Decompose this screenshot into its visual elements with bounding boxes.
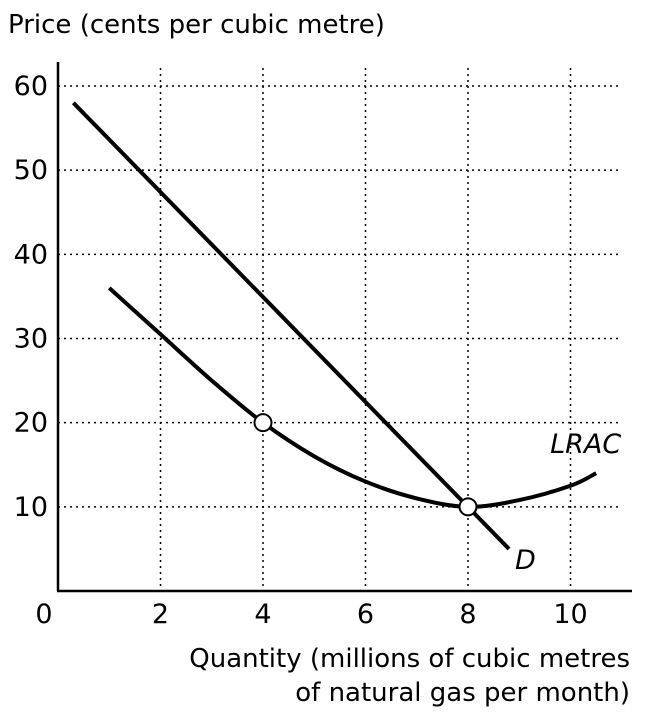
y-tick-labels: 10 20 30 40 50 60	[14, 71, 48, 523]
grid	[58, 68, 622, 591]
x-tick-labels: 0 2 4 6 8 10	[35, 599, 587, 630]
y-tick-label: 30	[14, 324, 48, 355]
x-axis-title-line-2: of natural gas per month)	[295, 678, 630, 708]
x-axis-title-line-1: Quantity (millions of cubic metres	[189, 644, 630, 674]
y-tick-label: 10	[14, 492, 48, 523]
series-line-lrac	[107, 286, 598, 509]
x-tick-label: 6	[357, 599, 374, 630]
y-tick-label: 60	[14, 71, 48, 102]
axes	[56, 62, 632, 593]
point-marker	[458, 497, 478, 517]
x-tick-label: 0	[35, 599, 52, 630]
y-tick-label: 20	[14, 408, 48, 439]
series-line-d	[71, 101, 511, 551]
x-tick-label: 10	[553, 599, 587, 630]
point-marker	[253, 413, 273, 433]
x-tick-label: 4	[254, 599, 271, 630]
y-axis-title: Price (cents per cubic metre)	[8, 10, 385, 40]
x-tick-label: 8	[459, 599, 476, 630]
y-tick-label: 50	[14, 155, 48, 186]
series-group: D LRAC	[71, 101, 621, 576]
y-tick-label: 40	[14, 239, 48, 270]
series-label-lrac: LRAC	[550, 429, 621, 460]
x-tick-label: 2	[152, 599, 169, 630]
point-markers	[253, 413, 478, 517]
series-label-d: D	[515, 545, 536, 576]
